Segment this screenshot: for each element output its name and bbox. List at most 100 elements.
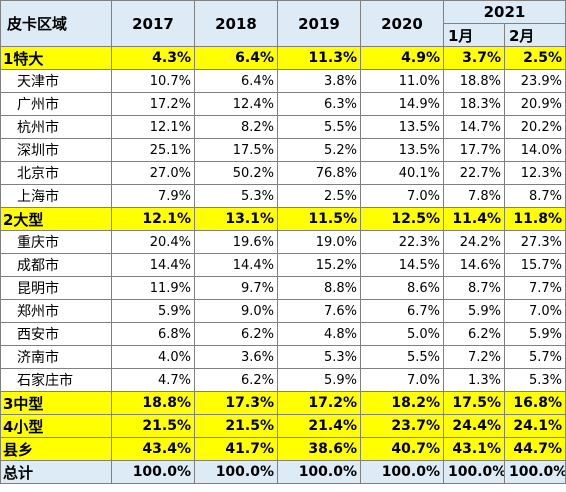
row-value-cell: 18.8%: [111, 391, 195, 415]
table-row: 重庆市 20.4% 19.6% 19.0% 22.3% 24.2% 27.3%: [0, 230, 566, 254]
row-value-cell: 4.7%: [111, 368, 195, 392]
row-value-cell: 4.3%: [111, 46, 195, 70]
row-value-cell: 5.5%: [277, 115, 361, 139]
row-region-name: 3中型: [0, 391, 112, 415]
row-value-cell: 14.5%: [360, 253, 444, 277]
row-value-cell: 12.1%: [111, 207, 195, 231]
row-value-cell: 19.6%: [194, 230, 278, 254]
row-value-cell: 20.9%: [504, 92, 566, 116]
row-value-cell: 18.8%: [443, 69, 505, 93]
table-row: 郑州市 5.9% 9.0% 7.6% 6.7% 5.9% 7.0%: [0, 299, 566, 323]
row-value-cell: 100.0%: [194, 460, 278, 484]
row-value-cell: 8.2%: [194, 115, 278, 139]
table-row: 石家庄市 4.7% 6.2% 5.9% 7.0% 1.3% 5.3%: [0, 368, 566, 392]
row-value-cell: 27.3%: [504, 230, 566, 254]
row-value-cell: 22.7%: [443, 161, 505, 185]
row-value-cell: 17.2%: [111, 92, 195, 116]
row-value-cell: 5.0%: [360, 322, 444, 346]
header-year-2017: 2017: [111, 0, 195, 47]
row-value-cell: 12.3%: [504, 161, 566, 185]
row-value-cell: 14.6%: [443, 253, 505, 277]
table-row: 杭州市 12.1% 8.2% 5.5% 13.5% 14.7% 20.2%: [0, 115, 566, 139]
row-value-cell: 23.9%: [504, 69, 566, 93]
header-month-feb: 2月: [504, 23, 566, 47]
row-value-cell: 100.0%: [504, 460, 566, 484]
row-value-cell: 11.9%: [111, 276, 195, 300]
row-value-cell: 21.5%: [194, 414, 278, 438]
row-value-cell: 16.8%: [504, 391, 566, 415]
row-value-cell: 24.1%: [504, 414, 566, 438]
table-row-total: 总计 100.0% 100.0% 100.0% 100.0% 100.0% 100.0%: [0, 460, 566, 484]
row-region-name: 2大型: [0, 207, 112, 231]
header-year-2018: 2018: [194, 0, 278, 47]
row-value-cell: 43.1%: [443, 437, 505, 461]
row-value-cell: 14.7%: [443, 115, 505, 139]
row-value-cell: 100.0%: [360, 460, 444, 484]
row-value-cell: 3.7%: [443, 46, 505, 70]
row-value-cell: 5.3%: [277, 345, 361, 369]
row-value-cell: 6.3%: [277, 92, 361, 116]
table-row-group: 4小型 21.5% 21.5% 21.4% 23.7% 24.4% 24.1%: [0, 414, 566, 438]
row-region-name: 昆明市: [0, 276, 112, 300]
row-value-cell: 41.7%: [194, 437, 278, 461]
row-value-cell: 2.5%: [277, 184, 361, 208]
row-value-cell: 24.2%: [443, 230, 505, 254]
row-value-cell: 4.8%: [277, 322, 361, 346]
row-value-cell: 40.1%: [360, 161, 444, 185]
row-value-cell: 24.4%: [443, 414, 505, 438]
row-value-cell: 6.2%: [194, 368, 278, 392]
row-value-cell: 14.0%: [504, 138, 566, 162]
row-value-cell: 4.0%: [111, 345, 195, 369]
header-month-jan: 1月: [443, 23, 505, 47]
row-value-cell: 100.0%: [111, 460, 195, 484]
row-value-cell: 7.0%: [360, 368, 444, 392]
row-value-cell: 11.3%: [277, 46, 361, 70]
row-region-name: 深圳市: [0, 138, 112, 162]
row-value-cell: 19.0%: [277, 230, 361, 254]
row-value-cell: 21.5%: [111, 414, 195, 438]
row-value-cell: 17.5%: [443, 391, 505, 415]
table-row-group: 2大型 12.1% 13.1% 11.5% 12.5% 11.4% 11.8%: [0, 207, 566, 231]
row-value-cell: 8.7%: [504, 184, 566, 208]
row-region-name: 济南市: [0, 345, 112, 369]
row-region-name: 石家庄市: [0, 368, 112, 392]
header-region: 皮卡区域: [0, 0, 112, 47]
row-value-cell: 13.1%: [194, 207, 278, 231]
row-value-cell: 5.2%: [277, 138, 361, 162]
row-value-cell: 14.4%: [194, 253, 278, 277]
row-region-name: 杭州市: [0, 115, 112, 139]
table-row: 深圳市 25.1% 17.5% 5.2% 13.5% 17.7% 14.0%: [0, 138, 566, 162]
table-body: 1特大 4.3% 6.4% 11.3% 4.9% 3.7% 2.5% 天津市 10.7% 6.4%…: [0, 46, 566, 484]
row-value-cell: 7.0%: [360, 184, 444, 208]
row-value-cell: 6.2%: [443, 322, 505, 346]
row-region-name: 西安市: [0, 322, 112, 346]
table-row-group: 县乡 43.4% 41.7% 38.6% 40.7% 43.1% 44.7%: [0, 437, 566, 461]
row-value-cell: 7.6%: [277, 299, 361, 323]
row-value-cell: 38.6%: [277, 437, 361, 461]
row-value-cell: 13.5%: [360, 115, 444, 139]
row-value-cell: 5.7%: [504, 345, 566, 369]
row-value-cell: 8.6%: [360, 276, 444, 300]
row-value-cell: 7.7%: [504, 276, 566, 300]
row-value-cell: 76.8%: [277, 161, 361, 185]
table-row: 天津市 10.7% 6.4% 3.8% 11.0% 18.8% 23.9%: [0, 69, 566, 93]
table-row: 上海市 7.9% 5.3% 2.5% 7.0% 7.8% 8.7%: [0, 184, 566, 208]
row-region-name: 4小型: [0, 414, 112, 438]
row-value-cell: 2.5%: [504, 46, 566, 70]
row-value-cell: 11.4%: [443, 207, 505, 231]
row-value-cell: 3.6%: [194, 345, 278, 369]
row-value-cell: 6.2%: [194, 322, 278, 346]
row-value-cell: 9.0%: [194, 299, 278, 323]
row-value-cell: 17.5%: [194, 138, 278, 162]
row-region-name: 成都市: [0, 253, 112, 277]
row-value-cell: 14.4%: [111, 253, 195, 277]
row-value-cell: 25.1%: [111, 138, 195, 162]
row-value-cell: 7.0%: [504, 299, 566, 323]
row-value-cell: 100.0%: [277, 460, 361, 484]
row-value-cell: 6.4%: [194, 69, 278, 93]
row-value-cell: 8.7%: [443, 276, 505, 300]
row-value-cell: 15.2%: [277, 253, 361, 277]
row-value-cell: 21.4%: [277, 414, 361, 438]
row-value-cell: 43.4%: [111, 437, 195, 461]
row-value-cell: 12.1%: [111, 115, 195, 139]
